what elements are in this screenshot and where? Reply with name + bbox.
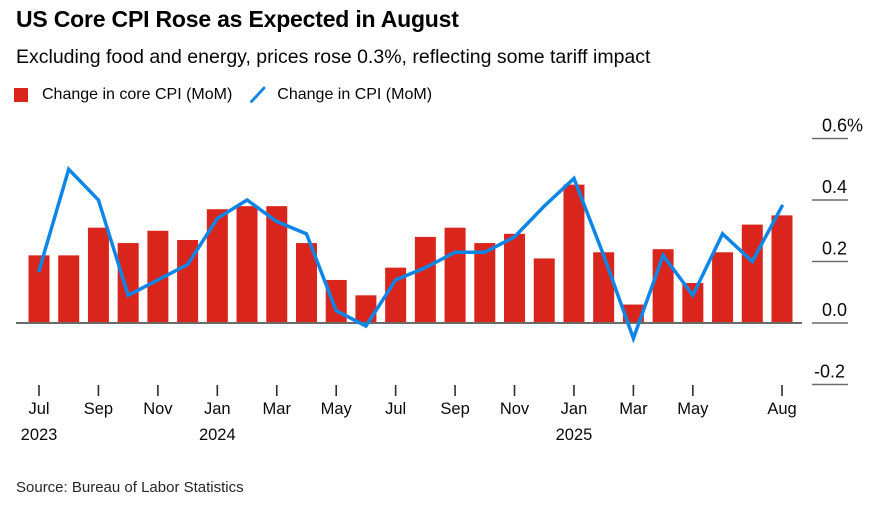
x-axis-month-label: Jul bbox=[28, 400, 49, 418]
x-axis-year-label: 2025 bbox=[556, 426, 593, 444]
x-axis-month-label: Jul bbox=[385, 400, 406, 418]
x-axis-month-label: May bbox=[677, 400, 709, 418]
core-cpi-bar-nov-2024 bbox=[504, 233, 526, 323]
core-cpi-bar-nov-2023 bbox=[147, 230, 169, 323]
core-cpi-bar-aug-2023 bbox=[58, 255, 80, 323]
core-cpi-bar-oct-2023 bbox=[117, 243, 139, 323]
core-cpi-bar-may-2025 bbox=[682, 283, 704, 323]
x-axis-year-label: 2024 bbox=[199, 426, 236, 444]
x-axis-month-label: Jan bbox=[561, 400, 588, 418]
core-cpi-bar-may-2024 bbox=[325, 279, 347, 323]
y-axis-label: -0.2 bbox=[814, 362, 845, 382]
x-axis-month-label: Sep bbox=[84, 400, 113, 418]
x-axis-month-label: Aug bbox=[767, 400, 796, 418]
core-cpi-bar-jan-2024 bbox=[206, 209, 228, 323]
x-axis-month-label: Sep bbox=[440, 400, 469, 418]
chart-title: US Core CPI Rose as Expected in August bbox=[16, 6, 459, 32]
cpi-line bbox=[37, 165, 784, 344]
x-axis-month-label: Jan bbox=[204, 400, 231, 418]
core-cpi-bar-jun-2024 bbox=[355, 295, 377, 323]
core-cpi-bar-sep-2024 bbox=[444, 227, 466, 323]
core-cpi-bar-apr-2024 bbox=[295, 243, 317, 323]
y-axis-label: 0.0 bbox=[822, 300, 847, 320]
core-cpi-bar-jul-2025 bbox=[741, 224, 763, 323]
y-axis-label: 0.2 bbox=[822, 239, 847, 259]
core-cpi-bar-dec-2023 bbox=[177, 239, 199, 323]
core-cpi-legend-label: Change in core CPI (MoM) bbox=[42, 86, 233, 103]
x-axis-month-label: Nov bbox=[500, 400, 530, 418]
x-axis-month-label: Nov bbox=[143, 400, 173, 418]
cpi-line-slash-icon bbox=[250, 86, 266, 103]
cpi-legend-label: Change in CPI (MoM) bbox=[277, 86, 433, 103]
core-cpi-bar-mar-2024 bbox=[266, 206, 288, 323]
core-cpi-bar-aug-2024 bbox=[414, 236, 436, 323]
chart-subtitle: Excluding food and energy, prices rose 0… bbox=[16, 46, 651, 68]
core-cpi-bar-feb-2024 bbox=[236, 206, 258, 323]
y-axis-label: 0.6% bbox=[822, 116, 863, 136]
x-axis-month-label: May bbox=[321, 400, 353, 418]
core-cpi-bar-sep-2023 bbox=[87, 227, 109, 323]
core-cpi-bar-aug-2025 bbox=[771, 215, 793, 323]
core-cpi-bar-dec-2024 bbox=[533, 258, 555, 323]
core-cpi-bar-oct-2024 bbox=[474, 243, 496, 323]
x-axis-month-label: Mar bbox=[263, 400, 292, 418]
core-cpi-bar-jul-2023 bbox=[28, 255, 50, 323]
core-cpi-bar-jun-2025 bbox=[712, 252, 734, 323]
x-axis-month-label: Mar bbox=[619, 400, 648, 418]
core-cpi-bar-mar-2025 bbox=[622, 304, 644, 323]
core-cpi-bar-swatch-icon bbox=[14, 88, 28, 102]
core-cpi-bar-jul-2024 bbox=[385, 267, 407, 323]
core-cpi-bar-jan-2025 bbox=[563, 184, 585, 323]
y-axis-label: 0.4 bbox=[822, 177, 847, 197]
chart-legend: Change in core CPI (MoM) Change in CPI (… bbox=[14, 85, 432, 105]
source-note: Source: Bureau of Labor Statistics bbox=[16, 479, 244, 496]
x-axis-year-label: 2023 bbox=[21, 426, 58, 444]
core-cpi-bar-feb-2025 bbox=[593, 252, 615, 323]
